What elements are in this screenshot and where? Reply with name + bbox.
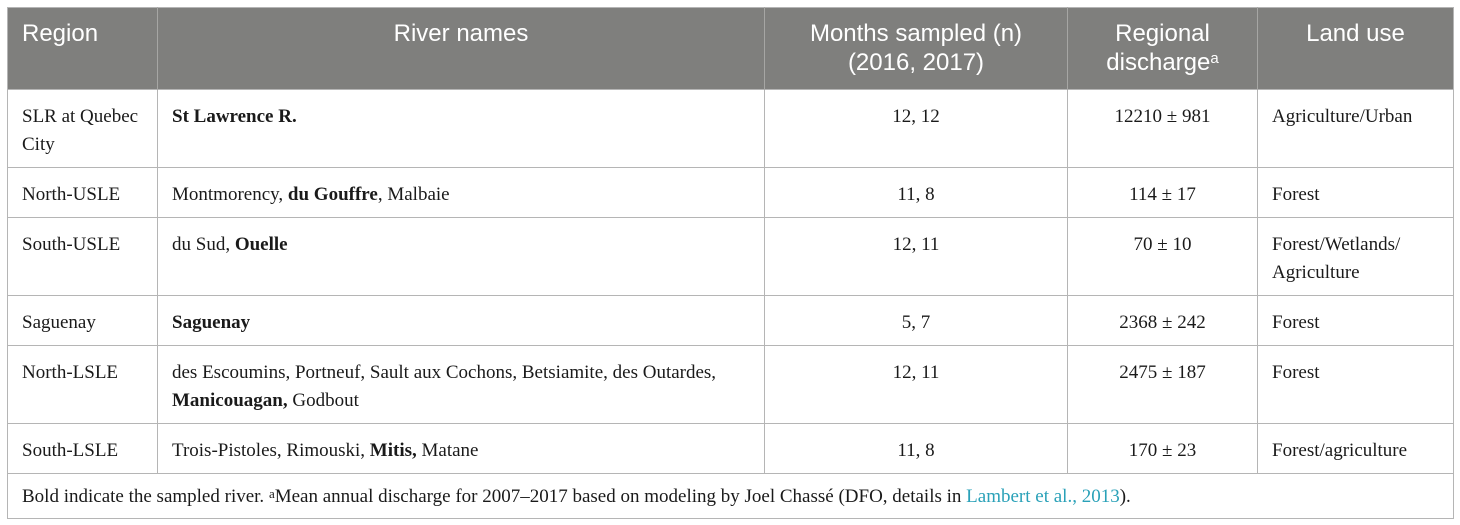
cell-land-use: Forest — [1257, 345, 1454, 424]
footnote: Bold indicate the sampled river. aMean a… — [7, 473, 1454, 519]
cell-region: SLR at Quebec City — [7, 89, 158, 168]
table-row: North-LSLE des Escoumins, Portneuf, Sault… — [7, 345, 1454, 424]
cell-region: North-LSLE — [7, 345, 158, 424]
cell-regional-discharge: 2475 ± 187 — [1067, 345, 1258, 424]
cell-region: South-USLE — [7, 217, 158, 296]
cell-regional-discharge: 114 ± 17 — [1067, 167, 1258, 218]
table-row: South-USLE du Sud, Ouelle 12, 11 70 ± 10 For… — [7, 217, 1454, 296]
table-body: SLR at Quebec City St Lawrence R. 12, 12 12… — [7, 89, 1454, 474]
sampled-river-name: Ouelle — [234, 234, 288, 255]
table-row: South-LSLE Trois-Pistoles, Rimouski, Miti… — [7, 423, 1454, 474]
river-name-text: Matane — [416, 440, 479, 461]
river-name-text: des Escoumins, Portneuf, Sault aux Cocho… — [172, 362, 717, 383]
cell-months-sampled: 11, 8 — [764, 167, 1068, 218]
footnote-mark: a — [268, 486, 275, 501]
sampled-river-name: St Lawrence R. — [172, 106, 297, 127]
cell-regional-discharge: 2368 ± 242 — [1067, 295, 1258, 346]
sampled-river-name: Saguenay — [172, 312, 251, 333]
cell-months-sampled: 12, 11 — [764, 217, 1068, 296]
cell-river-names: Saguenay — [157, 295, 765, 346]
river-name-text: du Sud, — [172, 234, 235, 255]
cell-land-use: Forest — [1257, 295, 1454, 346]
river-name-text: Godbout — [287, 390, 359, 411]
cell-region: South-LSLE — [7, 423, 158, 474]
header-discharge-footnote-mark: a — [1210, 50, 1219, 67]
cell-river-names: St Lawrence R. — [157, 89, 765, 168]
header-region: Region — [7, 7, 158, 90]
cell-river-names: du Sud, Ouelle — [157, 217, 765, 296]
footnote-row: Bold indicate the sampled river. aMean a… — [7, 473, 1454, 519]
table-row: Saguenay Saguenay 5, 7 2368 ± 242 Forest — [7, 295, 1454, 346]
table-footer: Bold indicate the sampled river. aMean a… — [7, 473, 1454, 519]
cell-land-use: Agriculture/Urban — [1257, 89, 1454, 168]
sampled-river-name: Mitis, — [369, 440, 417, 461]
footnote-suffix: ). — [1119, 486, 1131, 507]
cell-river-names: Trois-Pistoles, Rimouski, Mitis, Matane — [157, 423, 765, 474]
header-months-sampled: Months sampled (n) (2016, 2017) — [764, 7, 1068, 90]
river-name-text: Trois-Pistoles, Rimouski, — [172, 440, 370, 461]
header-river-names: River names — [157, 7, 765, 90]
cell-river-names: Montmorency, du Gouffre, Malbaie — [157, 167, 765, 218]
cell-months-sampled: 5, 7 — [764, 295, 1068, 346]
cell-land-use: Forest/Wetlands/ Agriculture — [1257, 217, 1454, 296]
table-header: Region River names Months sampled (n) (2… — [7, 7, 1454, 90]
table-row: SLR at Quebec City St Lawrence R. 12, 12 12… — [7, 89, 1454, 168]
river-name-text: , Malbaie — [377, 184, 450, 205]
cell-river-names: des Escoumins, Portneuf, Sault aux Cocho… — [157, 345, 765, 424]
cell-region: North-USLE — [7, 167, 158, 218]
cell-regional-discharge: 70 ± 10 — [1067, 217, 1258, 296]
cell-months-sampled: 12, 12 — [764, 89, 1068, 168]
table-row: North-USLE Montmorency, du Gouffre, Malba… — [7, 167, 1454, 218]
footnote-prefix: Bold indicate the sampled river. — [22, 486, 269, 507]
cell-regional-discharge: 170 ± 23 — [1067, 423, 1258, 474]
sampled-river-name: du Gouffre — [287, 184, 378, 205]
cell-months-sampled: 12, 11 — [764, 345, 1068, 424]
header-row: Region River names Months sampled (n) (2… — [7, 7, 1454, 90]
footnote-citation-link[interactable]: Lambert et al., 2013 — [966, 486, 1120, 507]
header-land-use: Land use — [1257, 7, 1454, 90]
cell-land-use: Forest — [1257, 167, 1454, 218]
sampled-river-name: Manicouagan, — [172, 390, 288, 411]
river-name-text: Montmorency, — [172, 184, 288, 205]
header-regional-discharge: Regional dischargea — [1067, 7, 1258, 90]
footnote-text: Mean annual discharge for 2007–2017 base… — [274, 486, 967, 507]
river-table: Region River names Months sampled (n) (2… — [7, 7, 1454, 519]
cell-months-sampled: 11, 8 — [764, 423, 1068, 474]
cell-regional-discharge: 12210 ± 981 — [1067, 89, 1258, 168]
cell-region: Saguenay — [7, 295, 158, 346]
cell-land-use: Forest/agriculture — [1257, 423, 1454, 474]
